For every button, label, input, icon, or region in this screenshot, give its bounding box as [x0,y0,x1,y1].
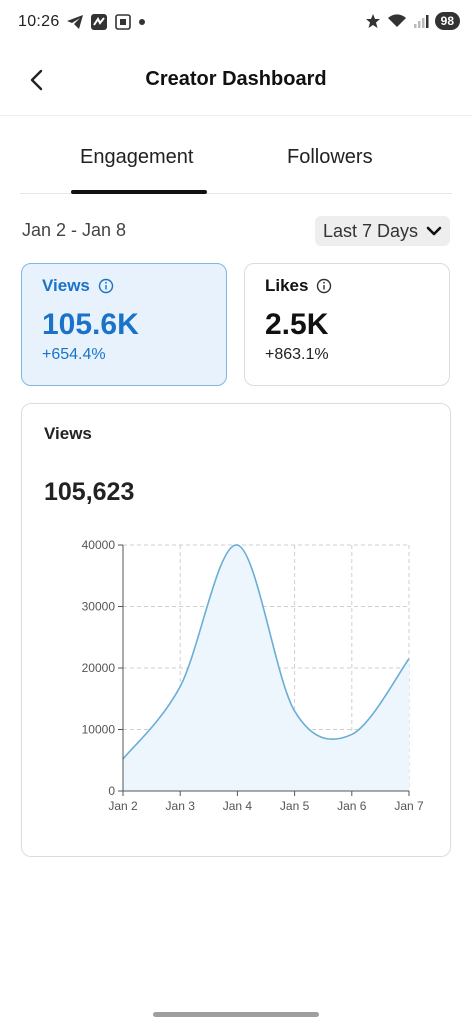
status-right-icons: 98 [365,12,460,30]
chevron-down-icon [426,226,442,236]
status-bar: 10:26 98 [0,0,472,44]
y-tick-label: 30000 [82,600,116,614]
telegram-icon [67,15,83,29]
x-tick-label: Jan 5 [280,799,310,813]
views-card-change: +654.4% [42,346,106,363]
tab-followers[interactable]: Followers [287,146,373,168]
likes-stat-card[interactable]: Likes 2.5K +863.1% [244,263,450,386]
y-tick-label: 0 [108,784,115,798]
views-card-label: Views [42,276,90,295]
status-left-icons [66,13,146,31]
app-notification-icon [91,14,107,30]
x-tick-label: Jan 3 [166,799,196,813]
home-indicator[interactable] [153,1012,319,1017]
x-tick-label: Jan 4 [223,799,253,813]
tab-engagement[interactable]: Engagement [80,146,194,168]
views-stat-card[interactable]: Views 105.6K +654.4% [21,263,227,386]
likes-card-header: Likes [265,276,429,296]
chart-card-label: Views [44,424,92,443]
chart-card-total: 105,623 [44,478,135,506]
info-icon[interactable] [316,278,332,294]
chart-area-fill [123,544,409,791]
battery-indicator: 98 [434,12,460,30]
y-tick-label: 40000 [82,538,116,552]
chart-series-line [122,544,410,760]
dot-icon [139,19,145,25]
x-tick-label: Jan 6 [337,799,367,813]
likes-card-label: Likes [265,276,309,295]
star-icon [365,14,380,28]
views-card-value: 105.6K [42,308,139,341]
info-icon[interactable] [98,278,114,294]
views-chart-card: Views 105,623 0 10000 20000 30000 40000 Jan 2… [21,403,451,857]
app-header: Creator Dashboard [0,44,472,116]
back-arrow-icon[interactable] [24,66,52,94]
x-tick-label: Jan 2 [108,799,138,813]
status-time: 10:26 [18,13,60,30]
signal-icon [413,15,429,28]
range-dropdown-value: Last 7 Days [322,220,418,241]
range-dropdown[interactable]: Last 7 Days [314,216,450,246]
date-range-label: Jan 2 - Jan 8 [22,220,127,240]
x-tick-label: Jan 7 [394,799,424,813]
views-area-chart: 0 10000 20000 30000 40000 Jan 2 Jan 3 Jan 4 Jan … [82,538,424,813]
likes-card-value: 2.5K [265,308,329,341]
likes-card-change: +863.1% [265,346,329,363]
wifi-icon [387,14,406,27]
screenshot-icon [115,14,131,30]
active-tab-indicator [71,190,207,194]
page-title: Creator Dashboard [145,68,327,90]
y-tick-label: 20000 [82,661,116,675]
views-card-header: Views [42,276,206,296]
y-tick-label: 10000 [82,723,116,737]
tab-bar: Engagement Followers [20,130,452,194]
